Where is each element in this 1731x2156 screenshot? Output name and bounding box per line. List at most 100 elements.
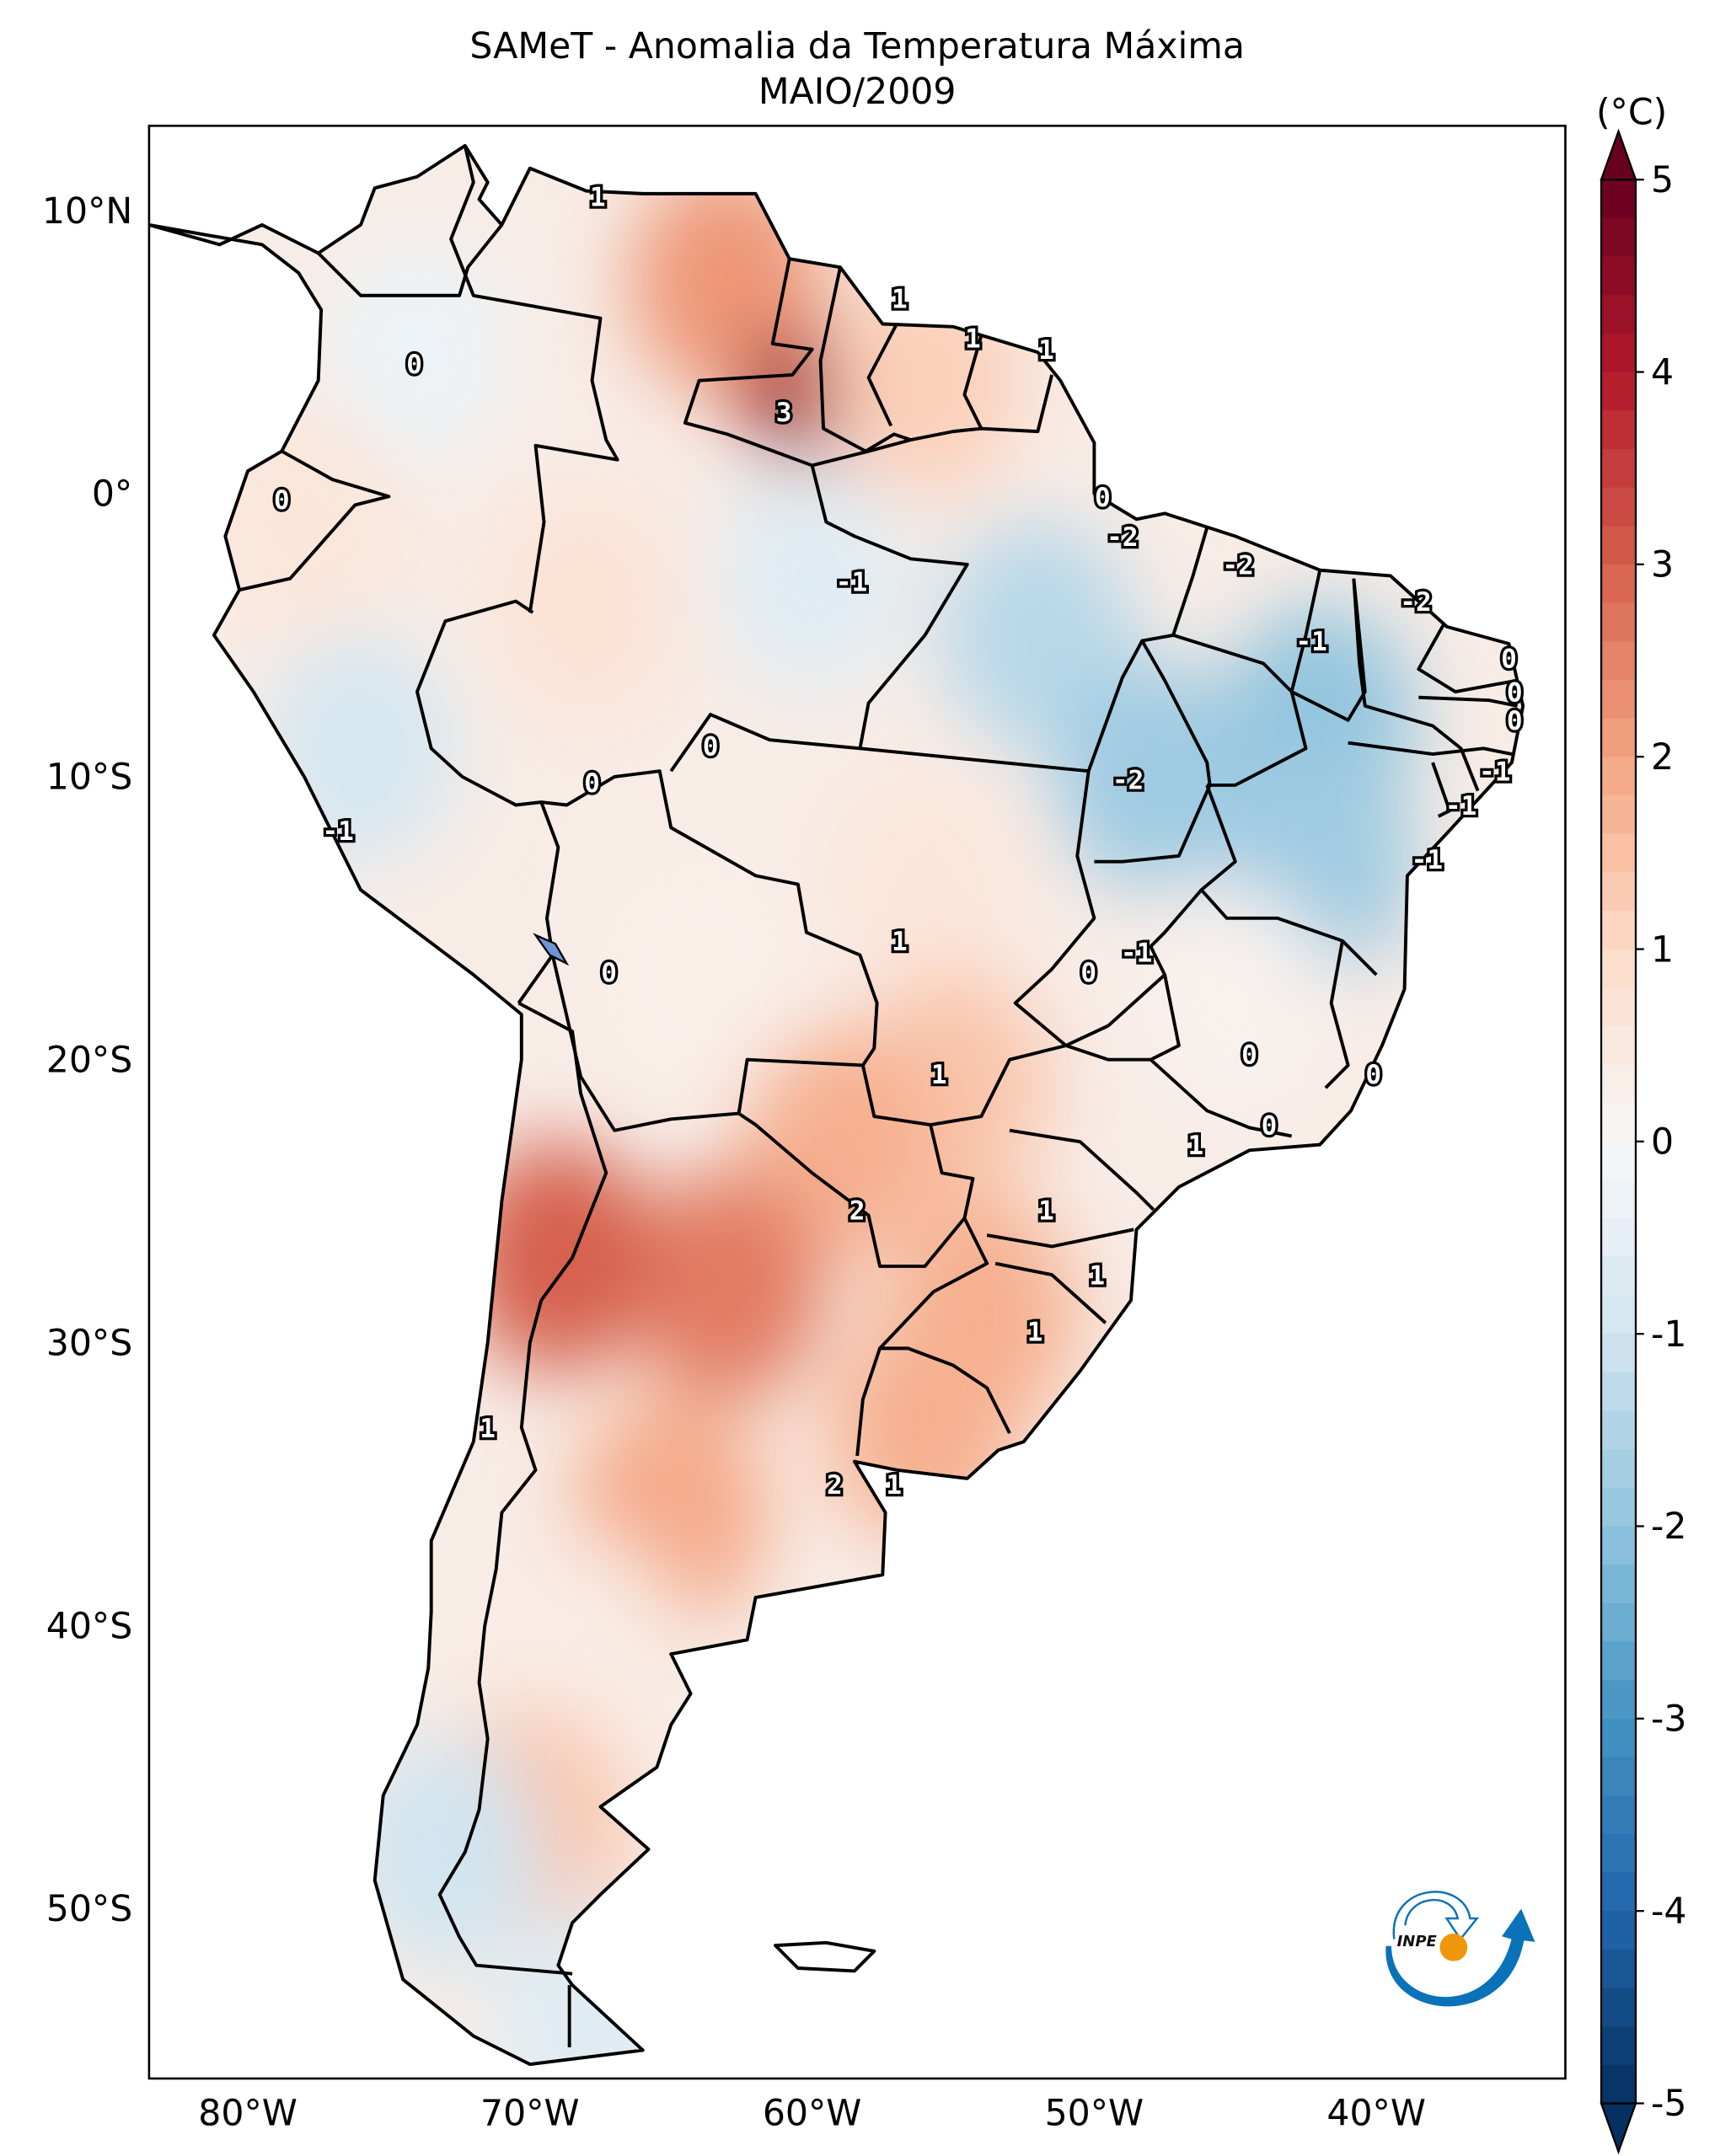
x-tick-label: 50°W bbox=[1045, 2093, 1144, 2135]
border-line bbox=[1418, 695, 1518, 708]
colorbar-cell bbox=[1601, 1987, 1636, 2028]
falklands-outline bbox=[774, 1940, 876, 1973]
border-line bbox=[449, 145, 619, 613]
colorbar-cell bbox=[1601, 2026, 1636, 2066]
border-line bbox=[669, 464, 969, 773]
colorbar-cell bbox=[1601, 1334, 1636, 1373]
colorbar-cell bbox=[1601, 1526, 1636, 1566]
contour-label: -1 bbox=[322, 816, 353, 847]
map-frame bbox=[147, 124, 1567, 2080]
contour-label: -1 bbox=[836, 568, 867, 598]
contour-label: 0 bbox=[1241, 1041, 1257, 1071]
contour-label: -2 bbox=[1112, 766, 1144, 796]
colorbar-cell bbox=[1601, 487, 1636, 527]
anomaly-blob bbox=[461, 1142, 655, 1374]
anomaly-blob bbox=[828, 773, 1022, 1006]
contour-label: 1 bbox=[590, 183, 606, 213]
y-tick-label: 30°S bbox=[46, 1322, 133, 1364]
colorbar-tick-label: 0 bbox=[1651, 1121, 1674, 1164]
contour-label: 0 bbox=[584, 768, 600, 799]
colorbar-cell bbox=[1601, 1718, 1636, 1758]
colorbar-cell bbox=[1601, 1064, 1636, 1105]
x-tick-label: 80°W bbox=[198, 2093, 297, 2135]
colorbar-cell bbox=[1601, 1372, 1636, 1412]
border-line bbox=[1417, 623, 1518, 694]
anomaly-blob bbox=[715, 463, 909, 695]
anomaly-blob bbox=[630, 1169, 824, 1403]
contour-label: 1 bbox=[1038, 335, 1054, 366]
colorbar-tick-label: 5 bbox=[1651, 159, 1674, 201]
contour-label: 1 bbox=[965, 324, 981, 355]
coastline bbox=[148, 143, 1525, 2067]
logo-swoosh-icon bbox=[1385, 1908, 1535, 2007]
border-line bbox=[1064, 888, 1203, 1047]
contour-label: 0 bbox=[274, 485, 290, 516]
colorbar-cell bbox=[1601, 1487, 1636, 1527]
border-line bbox=[437, 1001, 608, 1976]
contour-label: 0 bbox=[1501, 644, 1517, 674]
border-line bbox=[994, 1261, 1107, 1324]
colorbar-cell bbox=[1601, 1103, 1636, 1142]
colorbar-cell bbox=[1601, 217, 1636, 258]
contour-label: 2 bbox=[827, 1470, 843, 1501]
contour-label: -1 bbox=[1445, 791, 1476, 821]
colorbar-tick-label: 3 bbox=[1651, 544, 1674, 586]
colorbar-cell bbox=[1601, 1410, 1636, 1451]
border-line bbox=[1172, 634, 1308, 787]
border-line bbox=[541, 769, 1011, 1434]
colorbar-tick-label: -3 bbox=[1651, 1699, 1686, 1741]
colorbar-cell bbox=[1601, 1025, 1636, 1066]
contour-label: 0 bbox=[1080, 958, 1096, 988]
contour-label: 0 bbox=[1507, 706, 1523, 736]
colorbar-cell bbox=[1601, 1141, 1636, 1181]
colorbar-cell bbox=[1601, 718, 1636, 758]
colorbar-cell bbox=[1601, 1295, 1636, 1335]
colorbar-cell bbox=[1601, 1218, 1636, 1258]
logo-inner-arrow-icon bbox=[1392, 1891, 1480, 1941]
colorbar-cell bbox=[1601, 564, 1636, 604]
colorbar-cell bbox=[1601, 641, 1636, 681]
contour-label: 0 bbox=[1365, 1060, 1381, 1090]
anomaly-blob bbox=[742, 328, 854, 462]
colorbar-cell bbox=[1601, 949, 1636, 989]
x-tick-label: 60°W bbox=[763, 2093, 862, 2135]
border-line bbox=[1431, 762, 1452, 818]
colorbar-tick-label: 2 bbox=[1651, 736, 1674, 778]
contour-label: 1 bbox=[480, 1414, 496, 1444]
contour-label: -1 bbox=[1412, 845, 1443, 875]
y-tick-label: 20°S bbox=[46, 1040, 133, 1082]
contour-label: 0 bbox=[601, 958, 617, 988]
colorbar-cell bbox=[1601, 1757, 1636, 1797]
contour-label: 1 bbox=[1038, 1196, 1054, 1226]
contour-label: 1 bbox=[1089, 1261, 1105, 1292]
y-tick-label: 40°S bbox=[46, 1605, 133, 1647]
contour-label: 1 bbox=[931, 1060, 947, 1090]
y-tick-label: 50°S bbox=[46, 1888, 133, 1930]
inpe-logo: INPE bbox=[1385, 1891, 1535, 2007]
contour-label: -1 bbox=[1295, 627, 1326, 657]
colorbar-cell bbox=[1601, 987, 1636, 1027]
contour-label: 0 bbox=[1095, 483, 1111, 513]
contour-label: 2 bbox=[849, 1196, 866, 1226]
colorbar-cell bbox=[1601, 448, 1636, 489]
chart-title: SAMeT - Anomalia da Temperatura Máxima bbox=[469, 25, 1244, 67]
anomaly-blob bbox=[490, 490, 683, 723]
colorbar-cell bbox=[1601, 833, 1636, 874]
colorbar-tick-label: 1 bbox=[1651, 928, 1674, 971]
border-line bbox=[683, 258, 1054, 468]
colorbar-cell bbox=[1601, 1602, 1636, 1643]
colorbar-extend-min bbox=[1600, 2102, 1637, 2155]
anomaly-blob bbox=[1139, 887, 1332, 1120]
contour-label: 0 bbox=[703, 731, 719, 762]
colorbar-cell bbox=[1601, 1680, 1636, 1720]
border-line bbox=[962, 334, 983, 430]
y-tick-label: 10°N bbox=[42, 190, 132, 233]
colorbar-cell bbox=[1601, 526, 1636, 565]
colorbar-cell bbox=[1601, 1449, 1636, 1489]
border-line bbox=[1352, 578, 1480, 792]
border-line bbox=[1348, 741, 1513, 757]
border-line bbox=[866, 323, 898, 427]
colorbar-cell bbox=[1601, 1872, 1636, 1913]
colorbar-cell bbox=[1601, 256, 1636, 297]
